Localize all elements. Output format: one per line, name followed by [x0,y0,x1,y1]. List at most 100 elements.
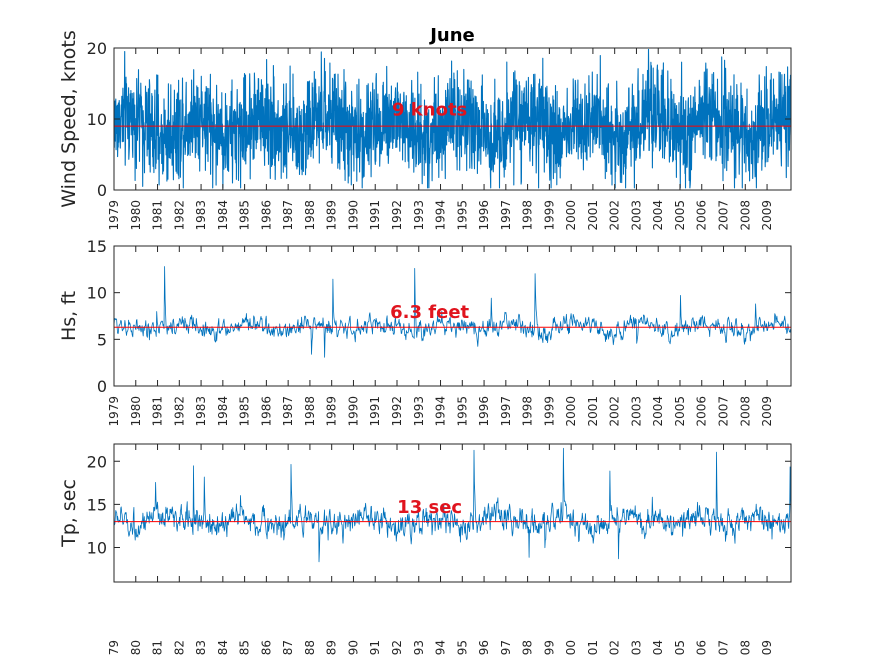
x-tick-label: 1985 [238,396,252,427]
x-tick-label: 1991 [368,396,382,427]
x-tick-label: 1984 [216,200,230,231]
x-tick-label: 2000 [564,200,578,231]
x-tick-label: 2002 [608,640,622,656]
x-tick-label: 1979 [107,200,121,231]
x-tick-label: 2003 [629,200,643,231]
x-tick-label: 1998 [521,640,535,656]
x-tick-label: 1998 [521,200,535,231]
x-tick-label: 1982 [172,200,186,231]
x-tick-label: 2003 [629,640,643,656]
x-tick-label: 2002 [608,200,622,231]
axes-frame-3 [113,443,792,583]
chart-panel-1: 0 10 20 1979 1980 1981 1982 1983 1984 1985 1986 198… [58,25,792,231]
mean-annotation-1: 9 knots [392,99,467,120]
x-tick-label: 1986 [259,640,273,656]
x-tick-label: 1981 [151,396,165,427]
x-tick-label: 1990 [346,396,360,427]
chart-panel-2: 0 5 10 15 1979 1980 1981 1982 1983 1984 1985 1986 19… [58,237,792,427]
y-axis-label: Hs, ft [58,291,80,341]
x-tick-label: 2006 [695,396,709,427]
x-tick-label: 1992 [390,640,404,656]
x-tick-label: 1980 [129,200,143,231]
x-tick-label: 1993 [412,200,426,231]
x-tick-label: 2005 [673,200,687,231]
x-tick-label: 1995 [455,200,469,231]
x-tick-label: 1994 [434,640,448,656]
x-tick-label: 1982 [172,640,186,656]
x-tick-label: 1983 [194,640,208,656]
x-tick-label: 1999 [542,396,556,427]
x-tick-label: 1997 [499,396,513,427]
x-tick-label: 1993 [412,640,426,656]
x-tick-label: 1996 [477,396,491,427]
x-tick-label: 2000 [564,396,578,427]
y-tick-label: 10 [87,539,107,558]
x-tick-label: 1982 [172,396,186,427]
x-tick-label: 2005 [673,396,687,427]
x-tick-label: 1984 [216,640,230,656]
x-tick-label: 2004 [651,640,665,656]
x-tick-label: 2004 [651,396,665,427]
y-tick-label: 20 [87,452,107,471]
x-tick-label: 1989 [325,396,339,427]
y-tick-label: 0 [97,181,107,200]
y-tick-label: 10 [87,110,107,129]
x-tick-label: 1980 [129,640,143,656]
x-tick-label: 1992 [390,396,404,427]
x-tick-label: 1984 [216,396,230,427]
x-tick-label: 1988 [303,640,317,656]
y-tick-label: 5 [97,330,107,349]
x-tick-label: 1988 [303,396,317,427]
axes-frame-2 [113,245,792,387]
x-tick-label: 1988 [303,200,317,231]
x-tick-label: 1998 [521,396,535,427]
x-tick-label: 2001 [586,200,600,231]
x-tick-label: 1991 [368,640,382,656]
x-tick-label: 2004 [651,200,665,231]
x-tick-label: 1991 [368,200,382,231]
x-tick-label: 2006 [695,200,709,231]
y-tick-label: 15 [87,237,107,256]
x-tick-label: 1983 [194,396,208,427]
y-tick-label: 20 [87,39,107,58]
chart-title: June [428,25,475,46]
x-tick-label: 1999 [542,640,556,656]
y-axis-label: Wind Speed, knots [58,30,80,207]
x-tick-label: 1986 [259,396,273,427]
y-tick-label: 0 [97,377,107,396]
x-tick-label: 2002 [608,396,622,427]
x-tick-label: 1981 [151,200,165,231]
series-line-1 [114,48,791,189]
x-tick-label: 2003 [629,396,643,427]
x-tick-label: 2009 [760,640,774,656]
x-tick-label: 1985 [238,640,252,656]
x-tick-label: 1985 [238,200,252,231]
x-tick-label: 1987 [281,396,295,427]
x-tick-label: 1987 [281,200,295,231]
x-tick-label: 2009 [760,396,774,427]
mean-annotation-2: 6.3 feet [390,302,469,323]
x-tick-label: 2001 [586,640,600,656]
x-tick-label: 2008 [738,640,752,656]
x-tick-label: 2005 [673,640,687,656]
x-tick-label: 2000 [564,640,578,656]
x-tick-label: 1992 [390,200,404,231]
x-tick-label: 2009 [760,200,774,231]
y-tick-label: 15 [87,495,107,514]
x-tick-label: 2007 [717,640,731,656]
x-tick-label: 1997 [499,200,513,231]
x-tick-label: 1990 [346,640,360,656]
x-tick-label: 1983 [194,200,208,231]
x-tick-label: 1993 [412,396,426,427]
x-tick-label: 1979 [107,396,121,427]
x-tick-label: 1999 [542,200,556,231]
x-tick-label: 2006 [695,640,709,656]
x-tick-label: 2007 [717,396,731,427]
x-tick-label: 1997 [499,640,513,656]
x-tick-label: 1995 [455,396,469,427]
chart-panel-3: 10 15 20 1979 1980 1981 1982 1983 1984 1985 1986 19… [58,443,792,656]
x-tick-label: 1981 [151,640,165,656]
mean-annotation-3: 13 sec [397,497,462,518]
x-tick-label: 1979 [107,640,121,656]
